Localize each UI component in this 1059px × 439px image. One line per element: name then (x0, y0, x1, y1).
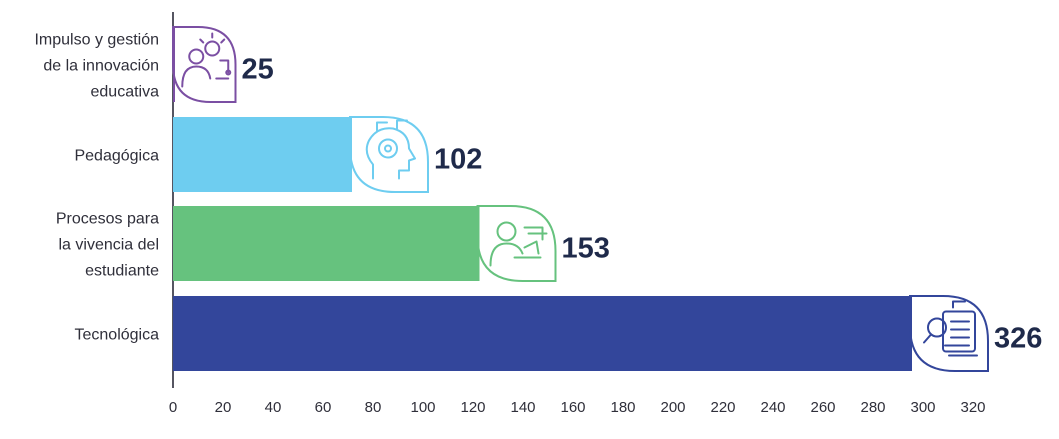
x-tick-label-300: 300 (910, 399, 935, 416)
category-label-2-1: la vivencia del (59, 237, 160, 254)
x-tick-label-160: 160 (560, 399, 585, 416)
x-tick-label-200: 200 (660, 399, 685, 416)
bar-joint-2 (477, 206, 480, 281)
x-tick-label-320: 320 (960, 399, 985, 416)
bar-2 (173, 206, 478, 281)
value-label-1: 102 (434, 144, 482, 176)
bar-3 (173, 296, 910, 371)
category-label-2-2: estudiante (85, 263, 159, 280)
bar-1 (173, 117, 350, 192)
bar-joint-0 (173, 27, 175, 102)
category-label-0-2: educativa (91, 84, 160, 101)
category-labels: Impulso y gestión de la innovación educati… (34, 32, 159, 344)
x-tick-label-140: 140 (510, 399, 535, 416)
x-axis-ticks: 0 20 40 60 80 100 120 140 160 180 200 220 240 260 280 3… (169, 399, 986, 416)
person-at-desk-icon (489, 221, 548, 267)
x-tick-label-40: 40 (265, 399, 282, 416)
x-tick-label-20: 20 (215, 399, 232, 416)
bar-joint-1 (350, 117, 352, 192)
x-tick-label-60: 60 (315, 399, 332, 416)
bar-cap-3 (909, 295, 989, 372)
brain-circuit-head-icon (365, 119, 416, 180)
document-magnifier-icon (923, 300, 978, 357)
x-tick-label-280: 280 (860, 399, 885, 416)
x-tick-label-80: 80 (365, 399, 382, 416)
bars-group (172, 26, 989, 372)
value-label-3: 326 (994, 323, 1042, 355)
innovation-person-lightbulb-icon (181, 32, 232, 88)
x-tick-label-220: 220 (710, 399, 735, 416)
x-tick-label-120: 120 (460, 399, 485, 416)
bar-cap-2 (476, 205, 557, 282)
x-tick-label-0: 0 (169, 399, 177, 416)
category-label-3-0: Tecnológica (75, 327, 160, 344)
category-label-2-0: Procesos para (56, 211, 159, 228)
x-tick-label-180: 180 (610, 399, 635, 416)
x-tick-label-260: 260 (810, 399, 835, 416)
x-tick-label-100: 100 (410, 399, 435, 416)
x-tick-label-240: 240 (760, 399, 785, 416)
category-label-0-1: de la innovación (43, 58, 159, 75)
value-labels: 25 102 153 326 (242, 54, 1043, 355)
category-label-1-0: Pedagógica (74, 148, 159, 165)
category-label-0-0: Impulso y gestión (34, 32, 159, 49)
value-label-0: 25 (242, 54, 274, 86)
bar-cap-0 (172, 26, 237, 103)
bar-joint-3 (910, 296, 912, 371)
value-label-2: 153 (562, 233, 610, 265)
